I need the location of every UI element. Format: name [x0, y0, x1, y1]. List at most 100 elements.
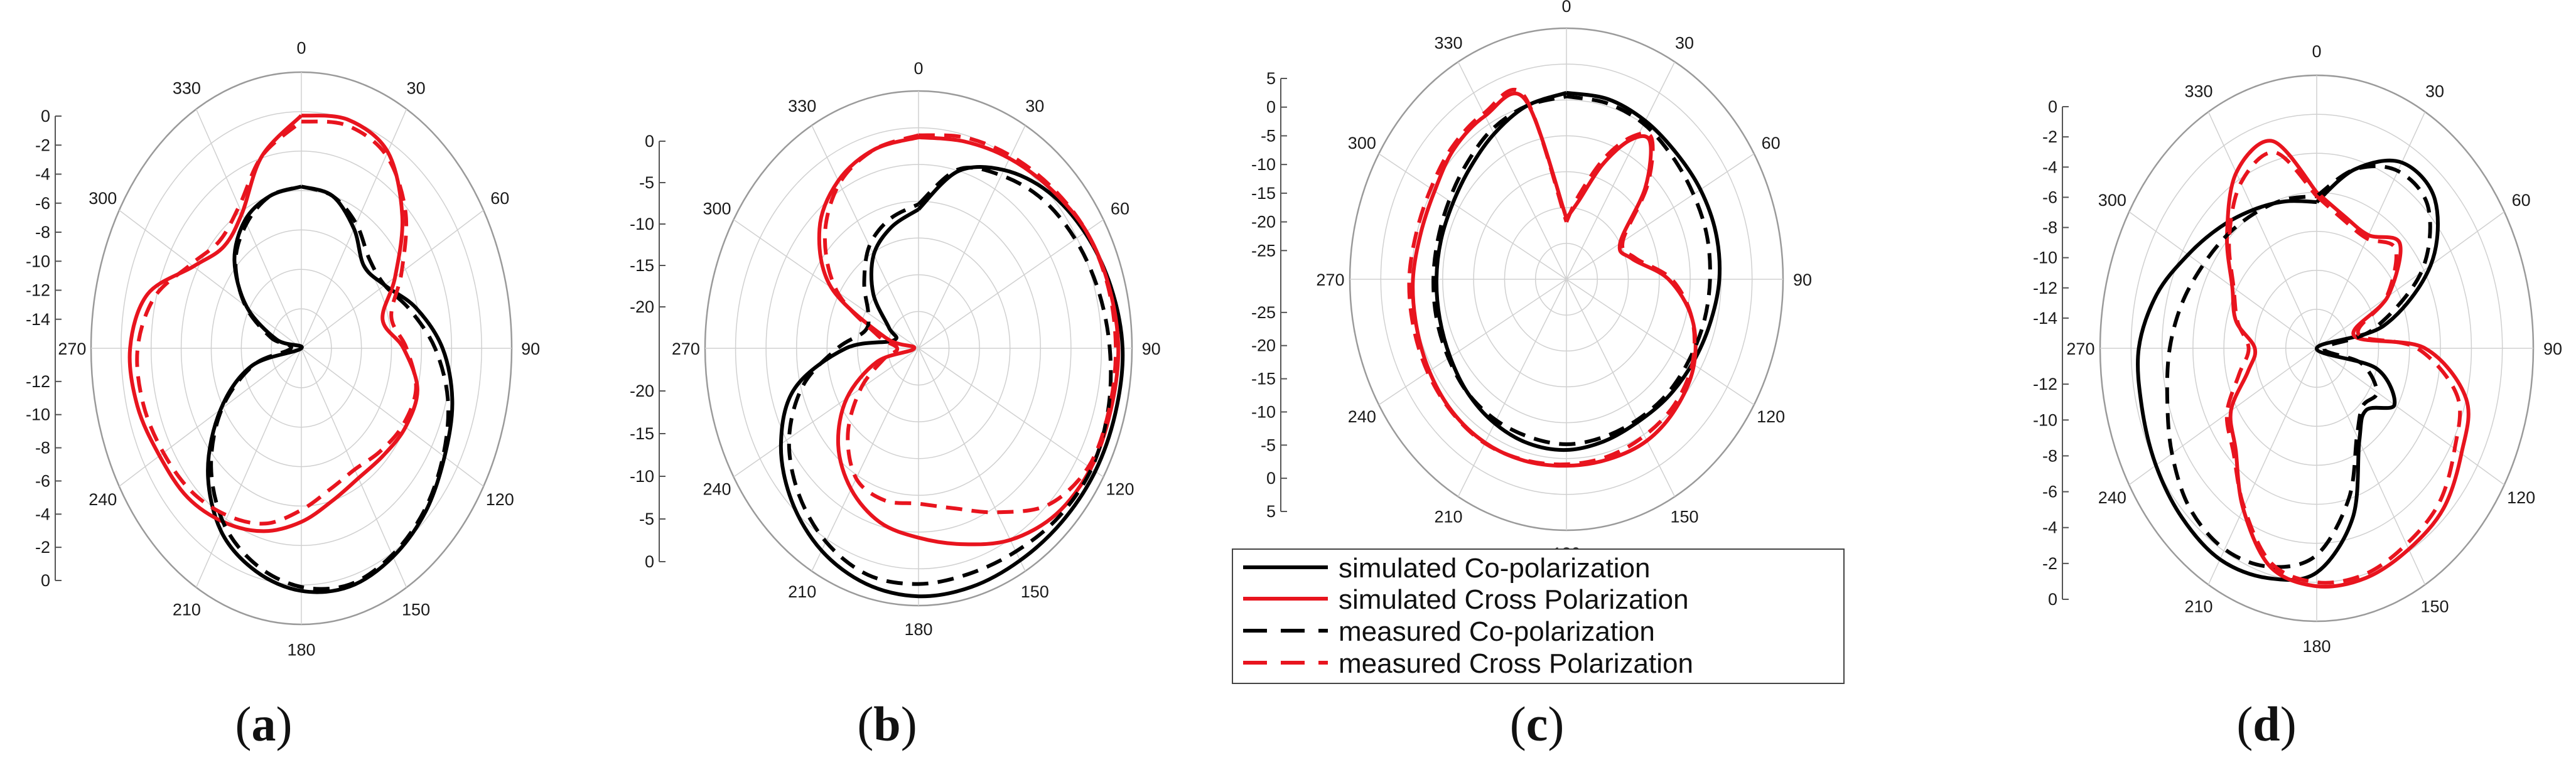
grid-spoke [918, 125, 1026, 349]
grid-spoke [1457, 61, 1567, 280]
angle-tick-label: 90 [1793, 270, 1812, 289]
radial-tick-label: -2 [35, 136, 50, 154]
radial-tick-label: 0 [2048, 97, 2057, 116]
angle-tick-label: 0 [1561, 0, 1571, 16]
angle-tick-label: 180 [2302, 637, 2331, 656]
grid-spoke [195, 109, 302, 349]
radial-tick-label: -5 [639, 173, 654, 192]
grid-spoke [2316, 348, 2505, 486]
radial-tick-label: -6 [35, 471, 50, 490]
angle-tick-label: 30 [2425, 82, 2444, 100]
series-measured-co-polarization [1431, 94, 1712, 446]
grid-spoke [1566, 279, 1676, 497]
angle-tick-label: 300 [703, 200, 731, 218]
angle-tick-label: 150 [1670, 508, 1698, 527]
angle-tick-label: 270 [58, 340, 86, 358]
angle-tick-label: 90 [1142, 340, 1161, 358]
legend-label-sim-cross: simulated Cross Polarization [1339, 584, 1689, 615]
grid-spoke [2316, 211, 2505, 349]
radial-tick-label: 0 [41, 571, 50, 590]
panel-letter-c: c [1526, 697, 1548, 751]
radial-axis: 5 0 -5 -10 -15 -20 -25 -25 -20 -15 -10 -5 0 5 [1251, 69, 1287, 521]
series-simulated-cross-polarization [817, 135, 1121, 547]
angle-tick-label: 210 [2184, 597, 2212, 616]
radial-tick-label: 0 [2048, 590, 2057, 609]
polar-chart-d: 0 30 60 90 120 150 180 210 240 270 300 330 0 -2 -4 -6 -8… [2033, 42, 2562, 656]
grid-spoke [301, 210, 484, 349]
series-simulated-co-polarization [1434, 90, 1722, 452]
radial-tick-label: -6 [35, 194, 50, 213]
grid-spoke [301, 348, 484, 487]
series-measured-cross-polarization [822, 133, 1118, 515]
polar-chart-b: 0 30 60 90 120 150 180 210 240 270 300 330 0 -5 -10 -15… [630, 59, 1161, 639]
angle-tick-label: 180 [287, 641, 315, 660]
series-measured-cross-polarization [1407, 87, 1697, 467]
radial-tick-label: -12 [26, 281, 50, 300]
angle-tick-label: 300 [89, 189, 117, 208]
angle-tick-label: 150 [2420, 597, 2449, 616]
radial-tick-label: -10 [630, 467, 654, 486]
legend-label-sim-co: simulated Co-polarization [1339, 553, 1650, 584]
panel-label-b: (b) [857, 697, 917, 751]
grid-spoke [2316, 348, 2426, 586]
radial-tick-label: 0 [41, 107, 50, 126]
angle-tick-label: 120 [2507, 488, 2535, 507]
grid-spoke [733, 348, 919, 478]
angle-tick-label: 0 [2312, 42, 2321, 61]
grid-spoke [2128, 211, 2317, 349]
angle-tick-label: 210 [788, 582, 816, 601]
radial-tick-label: -8 [2042, 218, 2057, 237]
angle-tick-label: 90 [2543, 340, 2562, 358]
angle-tick-label: 120 [1106, 479, 1134, 498]
legend: simulated Co-polarization simulated Cros… [1232, 548, 1845, 684]
grid-spoke [918, 348, 1026, 572]
radial-tick-label: -12 [2033, 375, 2057, 393]
grid-spoke [1566, 61, 1676, 280]
radial-tick-label: -10 [26, 252, 50, 270]
angle-tick-label: 120 [486, 490, 514, 509]
grid-spoke [195, 348, 302, 588]
panel-letter-a: a [252, 697, 276, 751]
angle-tick-label: 30 [1675, 33, 1694, 52]
radial-tick-label: 5 [1266, 69, 1276, 88]
legend-box [1232, 548, 1845, 684]
radial-tick-label: -4 [2042, 158, 2057, 176]
radial-tick-label: 0 [1266, 469, 1276, 488]
series-measured-co-polarization [2165, 164, 2432, 569]
radial-tick-label: -20 [1251, 336, 1276, 355]
radial-tick-label: -25 [1251, 303, 1276, 322]
radial-tick-label: -10 [2033, 410, 2057, 429]
radial-tick-label: -8 [35, 439, 50, 457]
radial-tick-label: -6 [2042, 188, 2057, 206]
series-measured-cross-polarization [135, 119, 418, 526]
panel-label-a: (a) [235, 697, 293, 751]
grid-spoke [1378, 153, 1567, 280]
legend-label-meas-co: measured Co-polarization [1339, 616, 1655, 647]
radial-tick-label: -20 [630, 382, 654, 400]
legend-label-meas-cross: measured Cross Polarization [1339, 648, 1693, 679]
radial-tick-label: -4 [35, 165, 50, 184]
panel-letter-d: d [2253, 697, 2280, 751]
series-measured-co-polarization [787, 166, 1113, 586]
angle-tick-label: 150 [1021, 582, 1049, 601]
radial-tick-label: -10 [1251, 155, 1276, 174]
angle-tick-label: 180 [904, 620, 932, 639]
radial-tick-label: -5 [1261, 436, 1276, 454]
radial-tick-label: -20 [1251, 213, 1276, 232]
radial-tick-label: -15 [1251, 370, 1276, 388]
angle-tick-label: 300 [1348, 134, 1376, 152]
angle-tick-label: 210 [1434, 508, 1462, 527]
grid-spoke [811, 125, 919, 349]
angle-tick-label: 270 [672, 340, 700, 358]
series-measured-cross-polarization [2224, 150, 2462, 585]
radial-tick-label: -5 [1261, 126, 1276, 145]
radial-tick-label: -8 [35, 223, 50, 242]
grid-spoke [1566, 153, 1755, 280]
radial-tick-label: -4 [35, 505, 50, 523]
radial-tick-label: -20 [630, 297, 654, 316]
radial-tick-label: -5 [639, 510, 654, 528]
radial-tick-label: -10 [1251, 402, 1276, 421]
grid-spoke [2207, 111, 2317, 349]
angle-tick-label: 300 [2098, 191, 2126, 210]
grid-spoke [119, 348, 302, 487]
